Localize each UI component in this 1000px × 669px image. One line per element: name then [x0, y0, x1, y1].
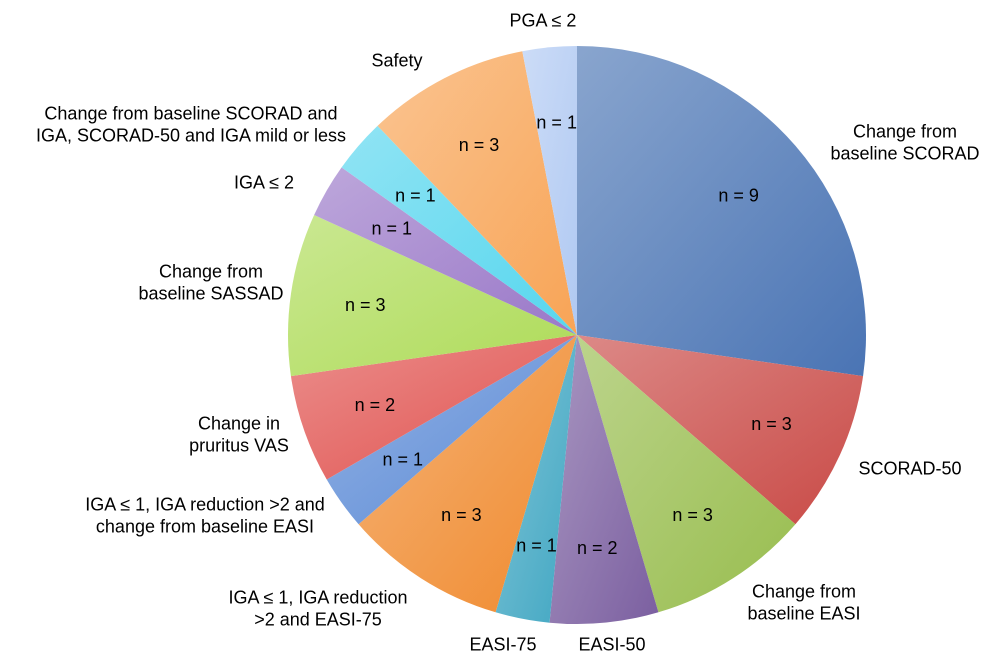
pie-slice-change-from-baseline-sassad [288, 214, 577, 377]
category-label-change-from-baseline-scorad: Change from baseline SCORAD [830, 121, 979, 163]
category-label-change-from-baseline-scorad-and-iga-scorad-50-and-iga-mild-or-less: Change from baseline SCORAD and IGA, SCOR… [36, 103, 346, 145]
category-label-change-from-baseline-easi: Change from baseline EASI [747, 581, 860, 623]
category-label-iga-le-2: IGA ≤ 2 [234, 172, 294, 192]
category-label-line: IGA, SCORAD-50 and IGA mild or less [36, 125, 346, 145]
category-label-line: EASI-50 [578, 634, 645, 654]
value-label-change-from-baseline-sassad: n = 3 [345, 295, 386, 315]
category-label-line: pruritus VAS [189, 435, 289, 455]
category-label-line: baseline SASSAD [138, 283, 283, 303]
value-label-iga-le-1-iga-reduction-gt2-and-change-from-baseline-easi: n = 1 [383, 449, 424, 469]
value-labels: n = 9 n = 3 n = 3 n = 2 n = 1 n = 3 n = 1 n = 2… [345, 112, 792, 558]
value-label-iga-le-1-iga-reduction-gt2-and-easi-75: n = 3 [441, 505, 482, 525]
value-label-change-in-pruritus-vas: n = 2 [355, 395, 396, 415]
category-label-change-in-pruritus-vas: Change in pruritus VAS [189, 413, 289, 455]
category-label-line: IGA ≤ 1, IGA reduction >2 and [85, 494, 325, 514]
category-label-line: baseline SCORAD [830, 143, 979, 163]
pie-slice-iga-le-2 [314, 167, 577, 335]
category-label-iga-le-1-iga-reduction-gt2-and-easi-75: IGA ≤ 1, IGA reduction >2 and EASI-75 [229, 587, 408, 629]
category-label-line: Change from [159, 261, 263, 281]
pie-slice-change-from-baseline-scorad-and-iga-scorad-50-and-iga-mild-or-less [341, 125, 577, 335]
value-label-easi-75: n = 1 [516, 535, 557, 555]
value-label-change-from-baseline-scorad: n = 9 [718, 185, 759, 205]
pie-slice-change-from-baseline-easi [577, 335, 796, 613]
value-label-pga-le-2: n = 1 [536, 112, 577, 132]
category-label-iga-le-1-iga-reduction-gt2-and-change-from-baseline-easi: IGA ≤ 1, IGA reduction >2 and change from… [85, 494, 325, 536]
category-label-easi-50: EASI-50 [578, 634, 645, 654]
pie-slice-change-from-baseline-scorad [577, 46, 867, 377]
category-label-line: EASI-75 [469, 634, 536, 654]
pie-slice-change-in-pruritus-vas [290, 335, 577, 480]
pie-slices [288, 45, 867, 624]
category-label-line: PGA ≤ 2 [510, 10, 577, 30]
pie-slice-pga-le-2 [522, 45, 577, 335]
value-label-safety: n = 3 [459, 135, 500, 155]
category-label-safety: Safety [371, 50, 422, 70]
value-label-change-from-baseline-easi: n = 3 [672, 505, 713, 525]
category-label-change-from-baseline-sassad: Change from baseline SASSAD [138, 261, 283, 303]
category-label-line: Safety [371, 50, 422, 70]
value-label-iga-le-2: n = 1 [372, 218, 413, 238]
category-label-line: Change in [198, 413, 280, 433]
pie-slice-iga-le-1-iga-reduction-gt2-and-easi-75 [358, 335, 577, 613]
category-label-easi-75: EASI-75 [469, 634, 536, 654]
pie-slice-safety [377, 51, 577, 335]
category-label-line: Change from [752, 581, 856, 601]
value-label-easi-50: n = 2 [577, 538, 618, 558]
value-label-scorad-50: n = 3 [751, 414, 792, 434]
category-label-line: IGA ≤ 1, IGA reduction [229, 587, 408, 607]
category-label-pga-le-2: PGA ≤ 2 [510, 10, 577, 30]
pie-slice-easi-50 [549, 335, 659, 624]
category-label-line: Change from baseline SCORAD and [44, 103, 337, 123]
category-label-line: Change from [853, 121, 957, 141]
category-label-line: IGA ≤ 2 [234, 172, 294, 192]
category-label-line: baseline EASI [747, 603, 860, 623]
pie-slice-iga-le-1-iga-reduction-gt2-and-change-from-baseline-easi [326, 335, 577, 525]
category-label-scorad-50: SCORAD-50 [858, 458, 961, 478]
category-label-line: SCORAD-50 [858, 458, 961, 478]
pie-slice-scorad-50 [577, 335, 864, 525]
category-label-line: change from baseline EASI [96, 516, 314, 536]
pie-slice-easi-75 [495, 335, 577, 623]
value-label-change-from-baseline-scorad-and-iga-scorad-50-and-iga-mild-or-less: n = 1 [395, 185, 436, 205]
category-label-line: >2 and EASI-75 [254, 609, 382, 629]
category-labels: Change from baseline SCORADSCORAD-50Chang… [36, 10, 980, 654]
